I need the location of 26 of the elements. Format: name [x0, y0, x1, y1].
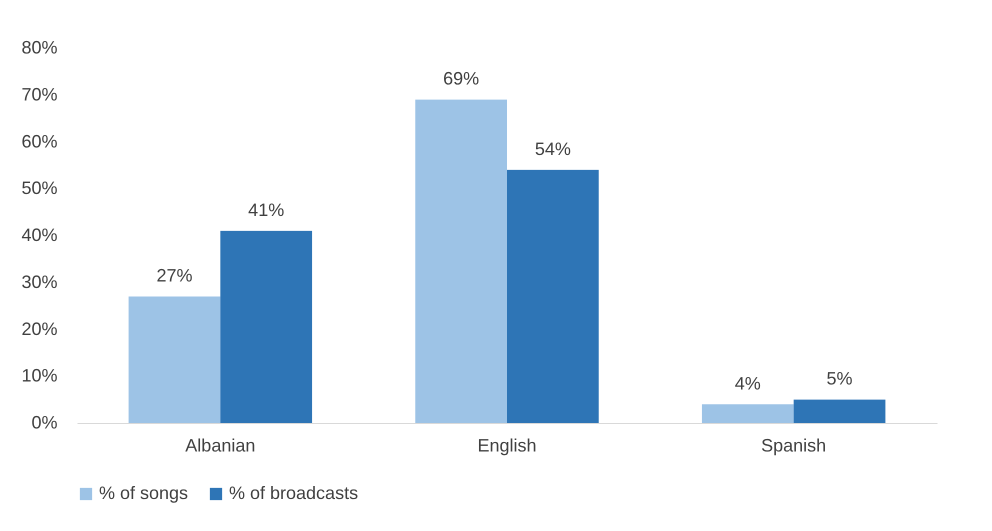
bar — [507, 170, 599, 423]
bar — [415, 100, 507, 423]
y-tick-label: 10% — [21, 366, 58, 386]
y-tick-label: 40% — [21, 225, 58, 245]
bar — [128, 296, 220, 423]
data-label: 4% — [734, 373, 761, 394]
legend-label: % of broadcasts — [229, 483, 358, 503]
y-tick-label: 80% — [21, 38, 58, 58]
data-label: 41% — [248, 200, 284, 220]
bar — [702, 404, 794, 423]
y-tick-label: 60% — [21, 131, 58, 152]
y-tick-label: 50% — [21, 178, 58, 198]
bar — [794, 400, 886, 423]
data-label: 69% — [443, 68, 480, 89]
y-tick-label: 20% — [21, 318, 58, 339]
x-tick-label: Albanian — [185, 436, 256, 456]
bar — [220, 230, 312, 423]
x-tick-label: English — [477, 436, 537, 456]
data-label: 27% — [156, 265, 192, 286]
x-tick-label: Spanish — [761, 436, 826, 456]
y-tick-label: 0% — [31, 412, 58, 432]
data-label: 54% — [534, 138, 571, 159]
y-tick-label: 70% — [21, 84, 58, 104]
data-label: 5% — [826, 368, 853, 389]
legend-label: % of songs — [99, 483, 188, 503]
y-tick-label: 30% — [21, 272, 58, 292]
